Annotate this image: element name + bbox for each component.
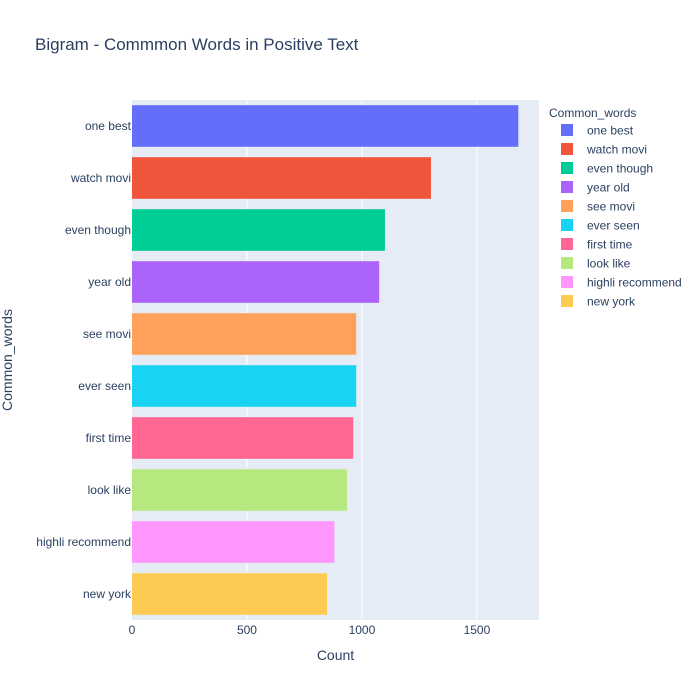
bar[interactable]	[132, 313, 357, 355]
y-tick-label: watch movi	[70, 171, 131, 185]
legend-item[interactable]: ever seen	[561, 219, 640, 233]
legend-swatch	[561, 257, 573, 269]
y-tick-label: new york	[83, 587, 132, 601]
legend-item[interactable]: first time	[561, 238, 633, 252]
legend-item[interactable]: see movi	[561, 200, 635, 214]
x-axis-title: Count	[317, 647, 354, 663]
chart-title: Bigram - Commmon Words in Positive Text	[35, 35, 359, 54]
bar[interactable]	[132, 469, 347, 511]
y-tick-label: ever seen	[78, 379, 131, 393]
legend-swatch	[561, 181, 573, 193]
y-axis-title: Common_words	[0, 309, 15, 411]
legend-label: year old	[587, 181, 630, 195]
legend-swatch	[561, 219, 573, 231]
y-tick-label: see movi	[83, 327, 131, 341]
legend-item[interactable]: watch movi	[561, 143, 647, 157]
legend-label: even though	[587, 162, 653, 176]
y-tick-label: even though	[65, 223, 131, 237]
y-tick-label: first time	[86, 431, 132, 445]
legend-item[interactable]: highli recommend	[561, 276, 682, 290]
legend-swatch	[561, 124, 573, 136]
legend-swatch	[561, 143, 573, 155]
legend-label: one best	[587, 124, 634, 138]
legend-label: watch movi	[586, 143, 647, 157]
bar[interactable]	[132, 209, 385, 251]
x-tick-label: 1500	[464, 623, 491, 637]
y-tick-label: one best	[85, 119, 132, 133]
legend-item[interactable]: one best	[561, 124, 634, 138]
y-tick-label: year old	[88, 275, 131, 289]
bar[interactable]	[132, 573, 327, 615]
legend-item[interactable]: even though	[561, 162, 653, 176]
legend-label: new york	[587, 295, 636, 309]
legend-swatch	[561, 200, 573, 212]
legend-item[interactable]: year old	[561, 181, 630, 195]
legend-item[interactable]: new york	[561, 295, 636, 309]
bar[interactable]	[132, 261, 380, 303]
y-axis-ticks: one best watch movi even though year old see…	[36, 119, 132, 601]
y-tick-label: highli recommend	[36, 535, 131, 549]
legend-label: ever seen	[587, 219, 640, 233]
legend[interactable]: one best watch movi even though year old see…	[561, 124, 682, 309]
bar[interactable]	[132, 417, 354, 459]
x-tick-label: 500	[237, 623, 257, 637]
legend-swatch	[561, 162, 573, 174]
bar[interactable]	[132, 365, 357, 407]
legend-label: first time	[587, 238, 633, 252]
bar[interactable]	[132, 105, 519, 147]
x-tick-label: 0	[129, 623, 136, 637]
legend-label: look like	[587, 257, 631, 271]
legend-item[interactable]: look like	[561, 257, 631, 271]
bars	[132, 105, 519, 615]
y-tick-label: look like	[88, 483, 132, 497]
bar[interactable]	[132, 157, 431, 199]
legend-title: Common_words	[549, 106, 636, 120]
bar[interactable]	[132, 521, 335, 563]
x-axis-ticks: 0 500 1000 1500	[129, 623, 491, 637]
legend-swatch	[561, 238, 573, 250]
legend-label: see movi	[587, 200, 635, 214]
x-tick-label: 1000	[349, 623, 376, 637]
legend-label: highli recommend	[587, 276, 682, 290]
legend-swatch	[561, 295, 573, 307]
legend-swatch	[561, 276, 573, 288]
